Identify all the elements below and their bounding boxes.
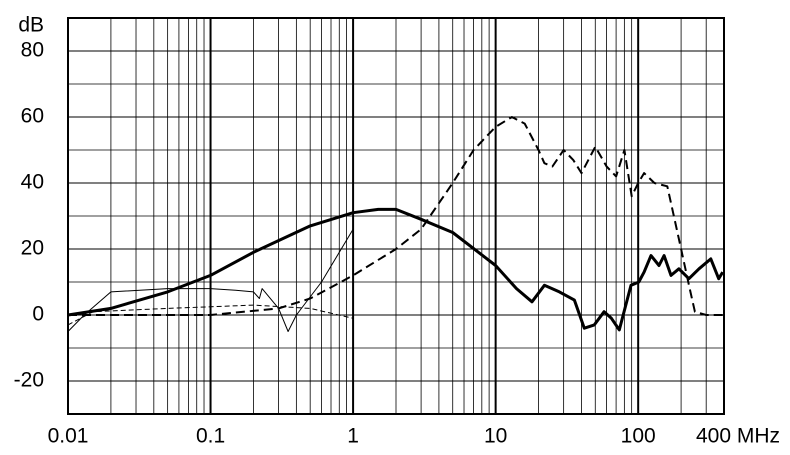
y-axis-label: dB — [18, 14, 44, 37]
x-tick-label: 10 — [484, 425, 507, 448]
y-tick-label: 40 — [21, 171, 44, 194]
y-tick-label: -20 — [14, 369, 44, 392]
data-line — [67, 228, 354, 332]
y-tick-label: 60 — [21, 105, 44, 128]
y-tick-label: 80 — [21, 39, 44, 62]
x-tick-label: 100 — [621, 425, 656, 448]
data-line — [67, 304, 354, 326]
x-tick-label: 0.1 — [196, 425, 225, 448]
data-line — [67, 207, 724, 332]
y-tick-label: 20 — [21, 237, 44, 260]
data-line — [68, 116, 724, 316]
x-tick-label: 1 — [347, 425, 359, 448]
y-tick-label: 0 — [32, 303, 44, 326]
x-tick-label: 0.01 — [48, 425, 89, 448]
plot-frame — [67, 17, 725, 415]
x-tick-label: 400 MHz — [696, 425, 780, 448]
